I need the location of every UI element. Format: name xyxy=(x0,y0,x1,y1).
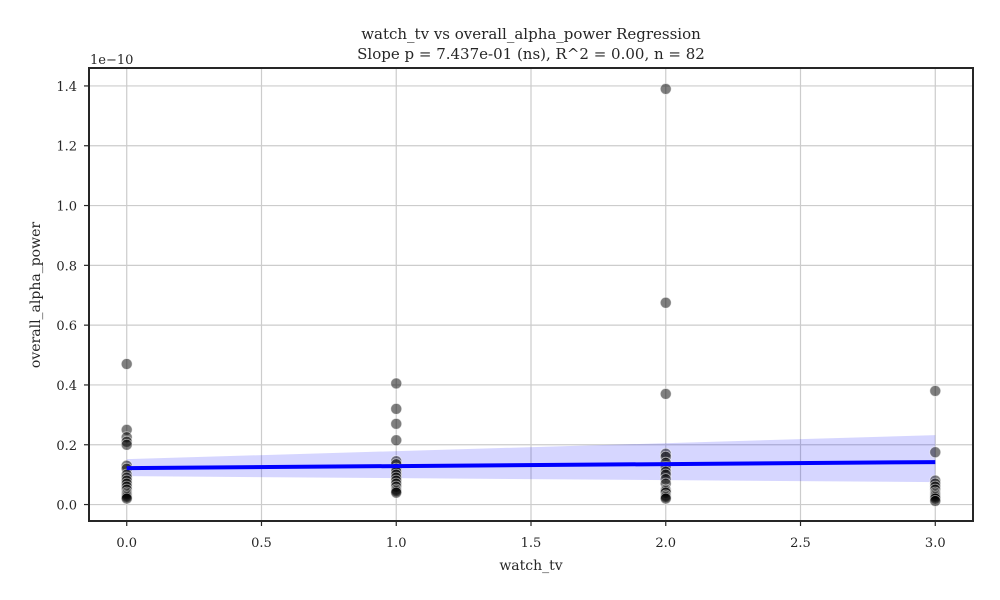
scatter-point-0 xyxy=(120,358,133,370)
y-tick-label-4: 0.8 xyxy=(56,259,77,274)
x-tick-label-6: 3.0 xyxy=(925,536,946,551)
scatter-point-20 xyxy=(390,417,403,430)
y-offset-label: 1e−10 xyxy=(90,53,133,68)
x-tick-label-1: 0.5 xyxy=(251,536,272,551)
scatter-point-36 xyxy=(659,388,672,400)
x-tick-label-2: 1.0 xyxy=(386,536,407,551)
scatter-point-34 xyxy=(659,83,672,95)
x-axis-label: watch_tv xyxy=(499,558,562,574)
y-tick-label-7: 1.4 xyxy=(56,80,77,95)
y-axis-ticks: 0.0 0.2 0.4 0.6 0.8 1.0 1.2 1.4 xyxy=(56,80,89,514)
y-tick-label-5: 1.0 xyxy=(56,200,77,215)
x-tick-label-4: 2.0 xyxy=(655,536,676,551)
scatter-point-21 xyxy=(390,434,403,447)
scatter-point-62 xyxy=(929,495,942,507)
scatter-point-51 xyxy=(929,385,942,397)
x-tick-label-3: 1.5 xyxy=(521,536,542,551)
regression-line xyxy=(126,460,936,471)
y-tick-label-0: 0.0 xyxy=(56,499,77,514)
scatter-points xyxy=(120,83,942,507)
scatter-point-52 xyxy=(929,446,942,459)
y-tick-label-1: 0.2 xyxy=(56,439,77,454)
x-tick-label-0: 0.0 xyxy=(116,536,137,551)
scatter-point-17 xyxy=(120,492,133,505)
grid-lines xyxy=(89,68,973,521)
chart-subtitle: Slope p = 7.437e-01 (ns), R^2 = 0.00, n … xyxy=(357,45,705,63)
scatter-point-50 xyxy=(659,492,672,505)
y-tick-label-2: 0.4 xyxy=(56,379,77,394)
confidence-band xyxy=(126,435,936,483)
scatter-point-35 xyxy=(659,296,672,309)
scatter-point-18 xyxy=(390,377,403,390)
scatter-point-19 xyxy=(390,402,403,415)
y-tick-label-3: 0.6 xyxy=(56,319,77,334)
chart-title: watch_tv vs overall_alpha_power Regressi… xyxy=(361,25,701,43)
x-axis-ticks: 0.0 0.5 1.0 1.5 2.0 2.5 3.0 xyxy=(116,521,946,551)
y-tick-label-6: 1.2 xyxy=(56,140,77,155)
scatter-point-4 xyxy=(120,438,133,451)
scatter-point-33 xyxy=(390,486,403,499)
y-axis-label: overall_alpha_power xyxy=(28,222,44,368)
x-tick-label-5: 2.5 xyxy=(790,536,811,551)
